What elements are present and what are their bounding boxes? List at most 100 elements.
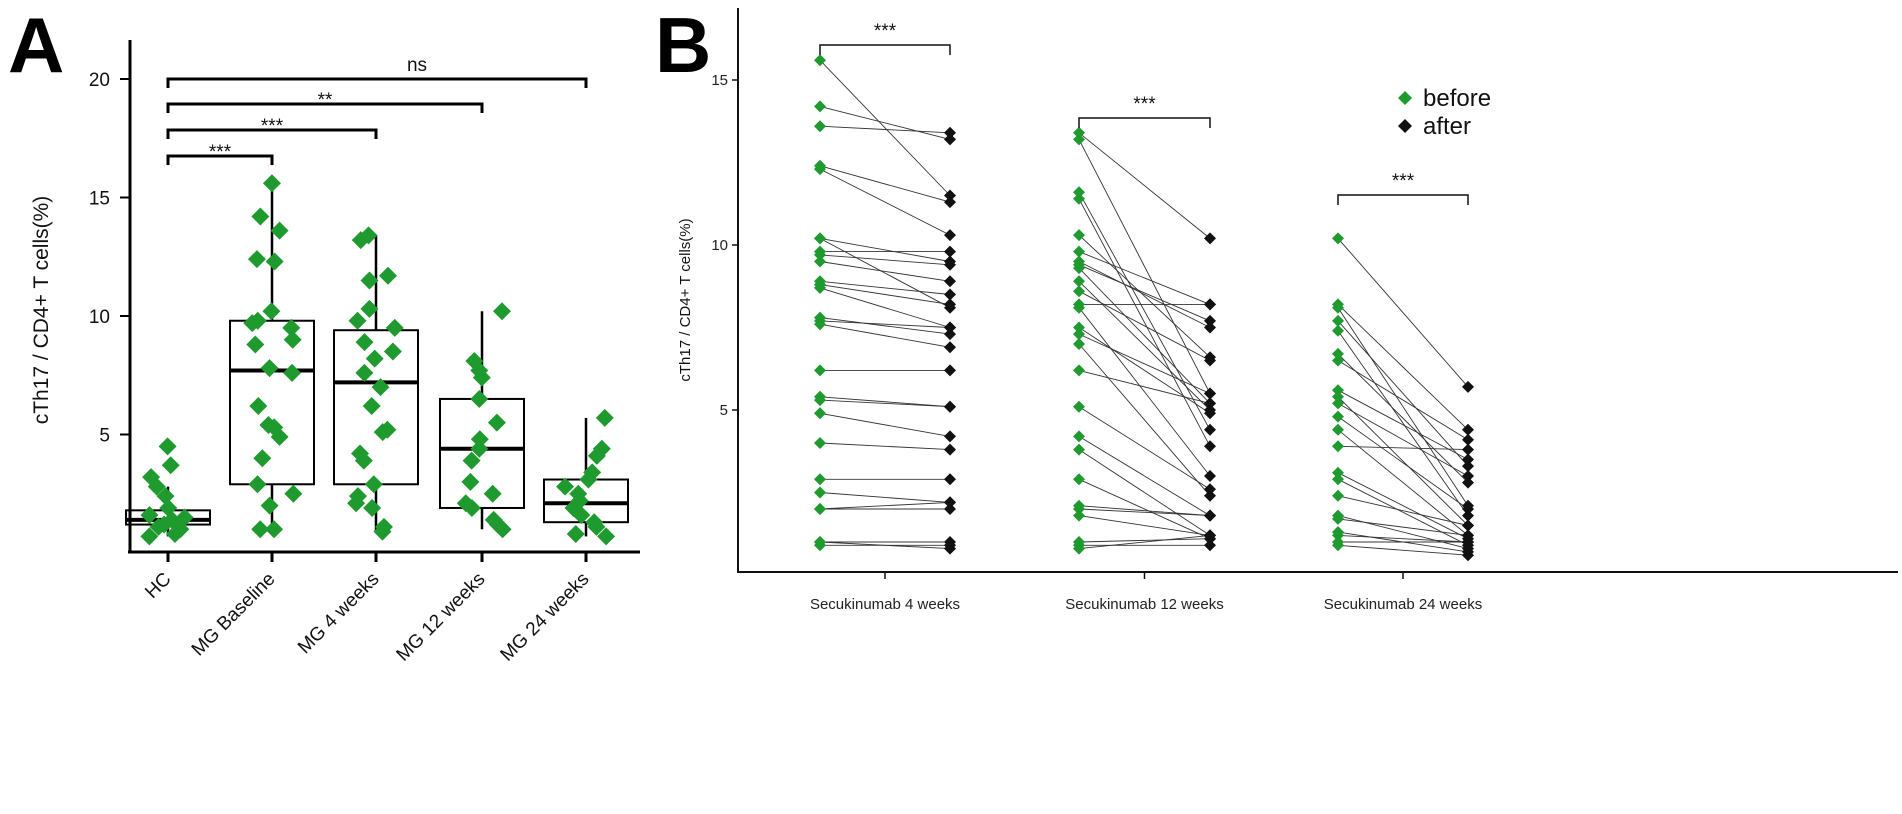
pair-line-b — [1337, 389, 1469, 460]
x-tick-label-b: Secukinumab 4 weeks — [810, 596, 960, 613]
data-point-a — [595, 408, 614, 427]
data-point-a — [354, 451, 373, 470]
pair-line-b — [1078, 139, 1211, 394]
before-point-b — [814, 54, 826, 67]
legend-marker-after — [1398, 119, 1412, 133]
after-point-b — [944, 321, 956, 334]
before-point-b — [814, 394, 826, 407]
before-point-b — [814, 473, 826, 486]
pair-line-b — [1337, 544, 1469, 556]
before-point-b — [1332, 466, 1344, 479]
after-point-b — [944, 229, 956, 242]
data-point-a — [363, 498, 382, 517]
box-a — [229, 319, 315, 486]
before-point-b — [1073, 301, 1085, 314]
after-point-b — [1204, 387, 1216, 400]
before-point-b — [1332, 232, 1344, 245]
panel-label-a: A — [8, 1, 64, 89]
before-point-b — [1073, 245, 1085, 258]
pair-line-b — [1078, 290, 1211, 361]
pair-line-b — [819, 165, 951, 203]
before-point-b — [1073, 133, 1085, 146]
pair-line-b — [1078, 478, 1211, 540]
after-point-b — [1204, 529, 1216, 542]
pair-line-b — [1078, 191, 1211, 431]
legend-label-before: before — [1423, 85, 1491, 112]
pair-line-b — [1337, 353, 1469, 483]
pair-line-b — [819, 280, 951, 295]
data-point-a — [149, 517, 168, 536]
data-point-a — [161, 456, 180, 475]
before-point-b — [1073, 509, 1085, 522]
significance-bracket-a — [166, 77, 588, 88]
after-point-b — [1462, 519, 1474, 532]
after-point-b — [1204, 489, 1216, 502]
before-point-b — [1073, 275, 1085, 288]
significance-bracket-a — [166, 102, 484, 113]
pair-line-b — [1078, 343, 1211, 497]
before-point-b — [1073, 229, 1085, 242]
after-point-b — [1462, 549, 1474, 562]
after-point-b — [1462, 453, 1474, 466]
significance-bracket-a — [166, 128, 378, 139]
pair-line-b — [819, 125, 951, 134]
pair-line-b — [1078, 234, 1211, 358]
pair-line-b — [819, 492, 951, 503]
before-point-b — [814, 232, 826, 245]
before-point-b — [814, 100, 826, 113]
before-point-b — [1073, 364, 1085, 377]
x-tick-label-a: MG 4 weeks — [294, 569, 384, 659]
y-tick-label-a: 5 — [99, 426, 110, 447]
before-point-b — [1073, 443, 1085, 456]
pair-line-b — [819, 261, 951, 282]
pair-line-b — [1337, 429, 1469, 536]
y-tick-label-b: 5 — [720, 402, 728, 419]
pair-line-b — [1078, 307, 1211, 477]
pair-line-b — [1078, 333, 1211, 394]
data-point-a — [470, 439, 489, 458]
data-point-a — [597, 527, 616, 546]
before-point-b — [1332, 347, 1344, 360]
pair-line-b — [1078, 515, 1211, 536]
data-point-a — [260, 496, 279, 515]
before-point-b — [1332, 314, 1344, 327]
after-point-b — [1204, 423, 1216, 436]
pair-line-b — [819, 254, 951, 266]
pair-line-b — [1078, 327, 1211, 414]
data-point-a — [283, 330, 302, 349]
data-point-a — [472, 368, 491, 387]
pair-line-b — [1337, 330, 1469, 516]
pair-line-b — [819, 317, 951, 335]
pair-line-b — [1078, 534, 1211, 550]
after-point-b — [1462, 470, 1474, 482]
after-point-b — [1462, 380, 1474, 393]
significance-bracket-b — [1078, 117, 1211, 128]
data-point-a — [587, 517, 606, 536]
after-point-b — [944, 328, 956, 341]
pair-line-b — [819, 284, 951, 305]
after-point-b — [944, 496, 956, 509]
after-point-b — [944, 400, 956, 413]
data-point-a — [461, 472, 480, 491]
data-point-a — [262, 174, 281, 193]
pair-line-b — [1078, 538, 1211, 543]
legend-label-after: after — [1423, 113, 1471, 140]
before-point-b — [1332, 423, 1344, 436]
before-point-b — [1332, 529, 1344, 542]
data-point-a — [556, 477, 575, 496]
pair-line-b — [819, 237, 951, 262]
pair-line-b — [1337, 515, 1469, 550]
before-point-b — [1332, 512, 1344, 525]
data-point-a — [462, 451, 481, 470]
before-point-b — [1332, 354, 1344, 367]
after-point-b — [944, 258, 956, 271]
pair-line-b — [1337, 472, 1469, 540]
significance-label-b: *** — [1133, 94, 1156, 115]
data-point-a — [262, 302, 281, 321]
data-point-a — [265, 252, 284, 271]
pair-line-b — [1078, 198, 1211, 447]
pair-line-b — [1337, 478, 1469, 546]
before-point-b — [814, 437, 826, 449]
y-tick-label-a: 15 — [89, 189, 110, 210]
